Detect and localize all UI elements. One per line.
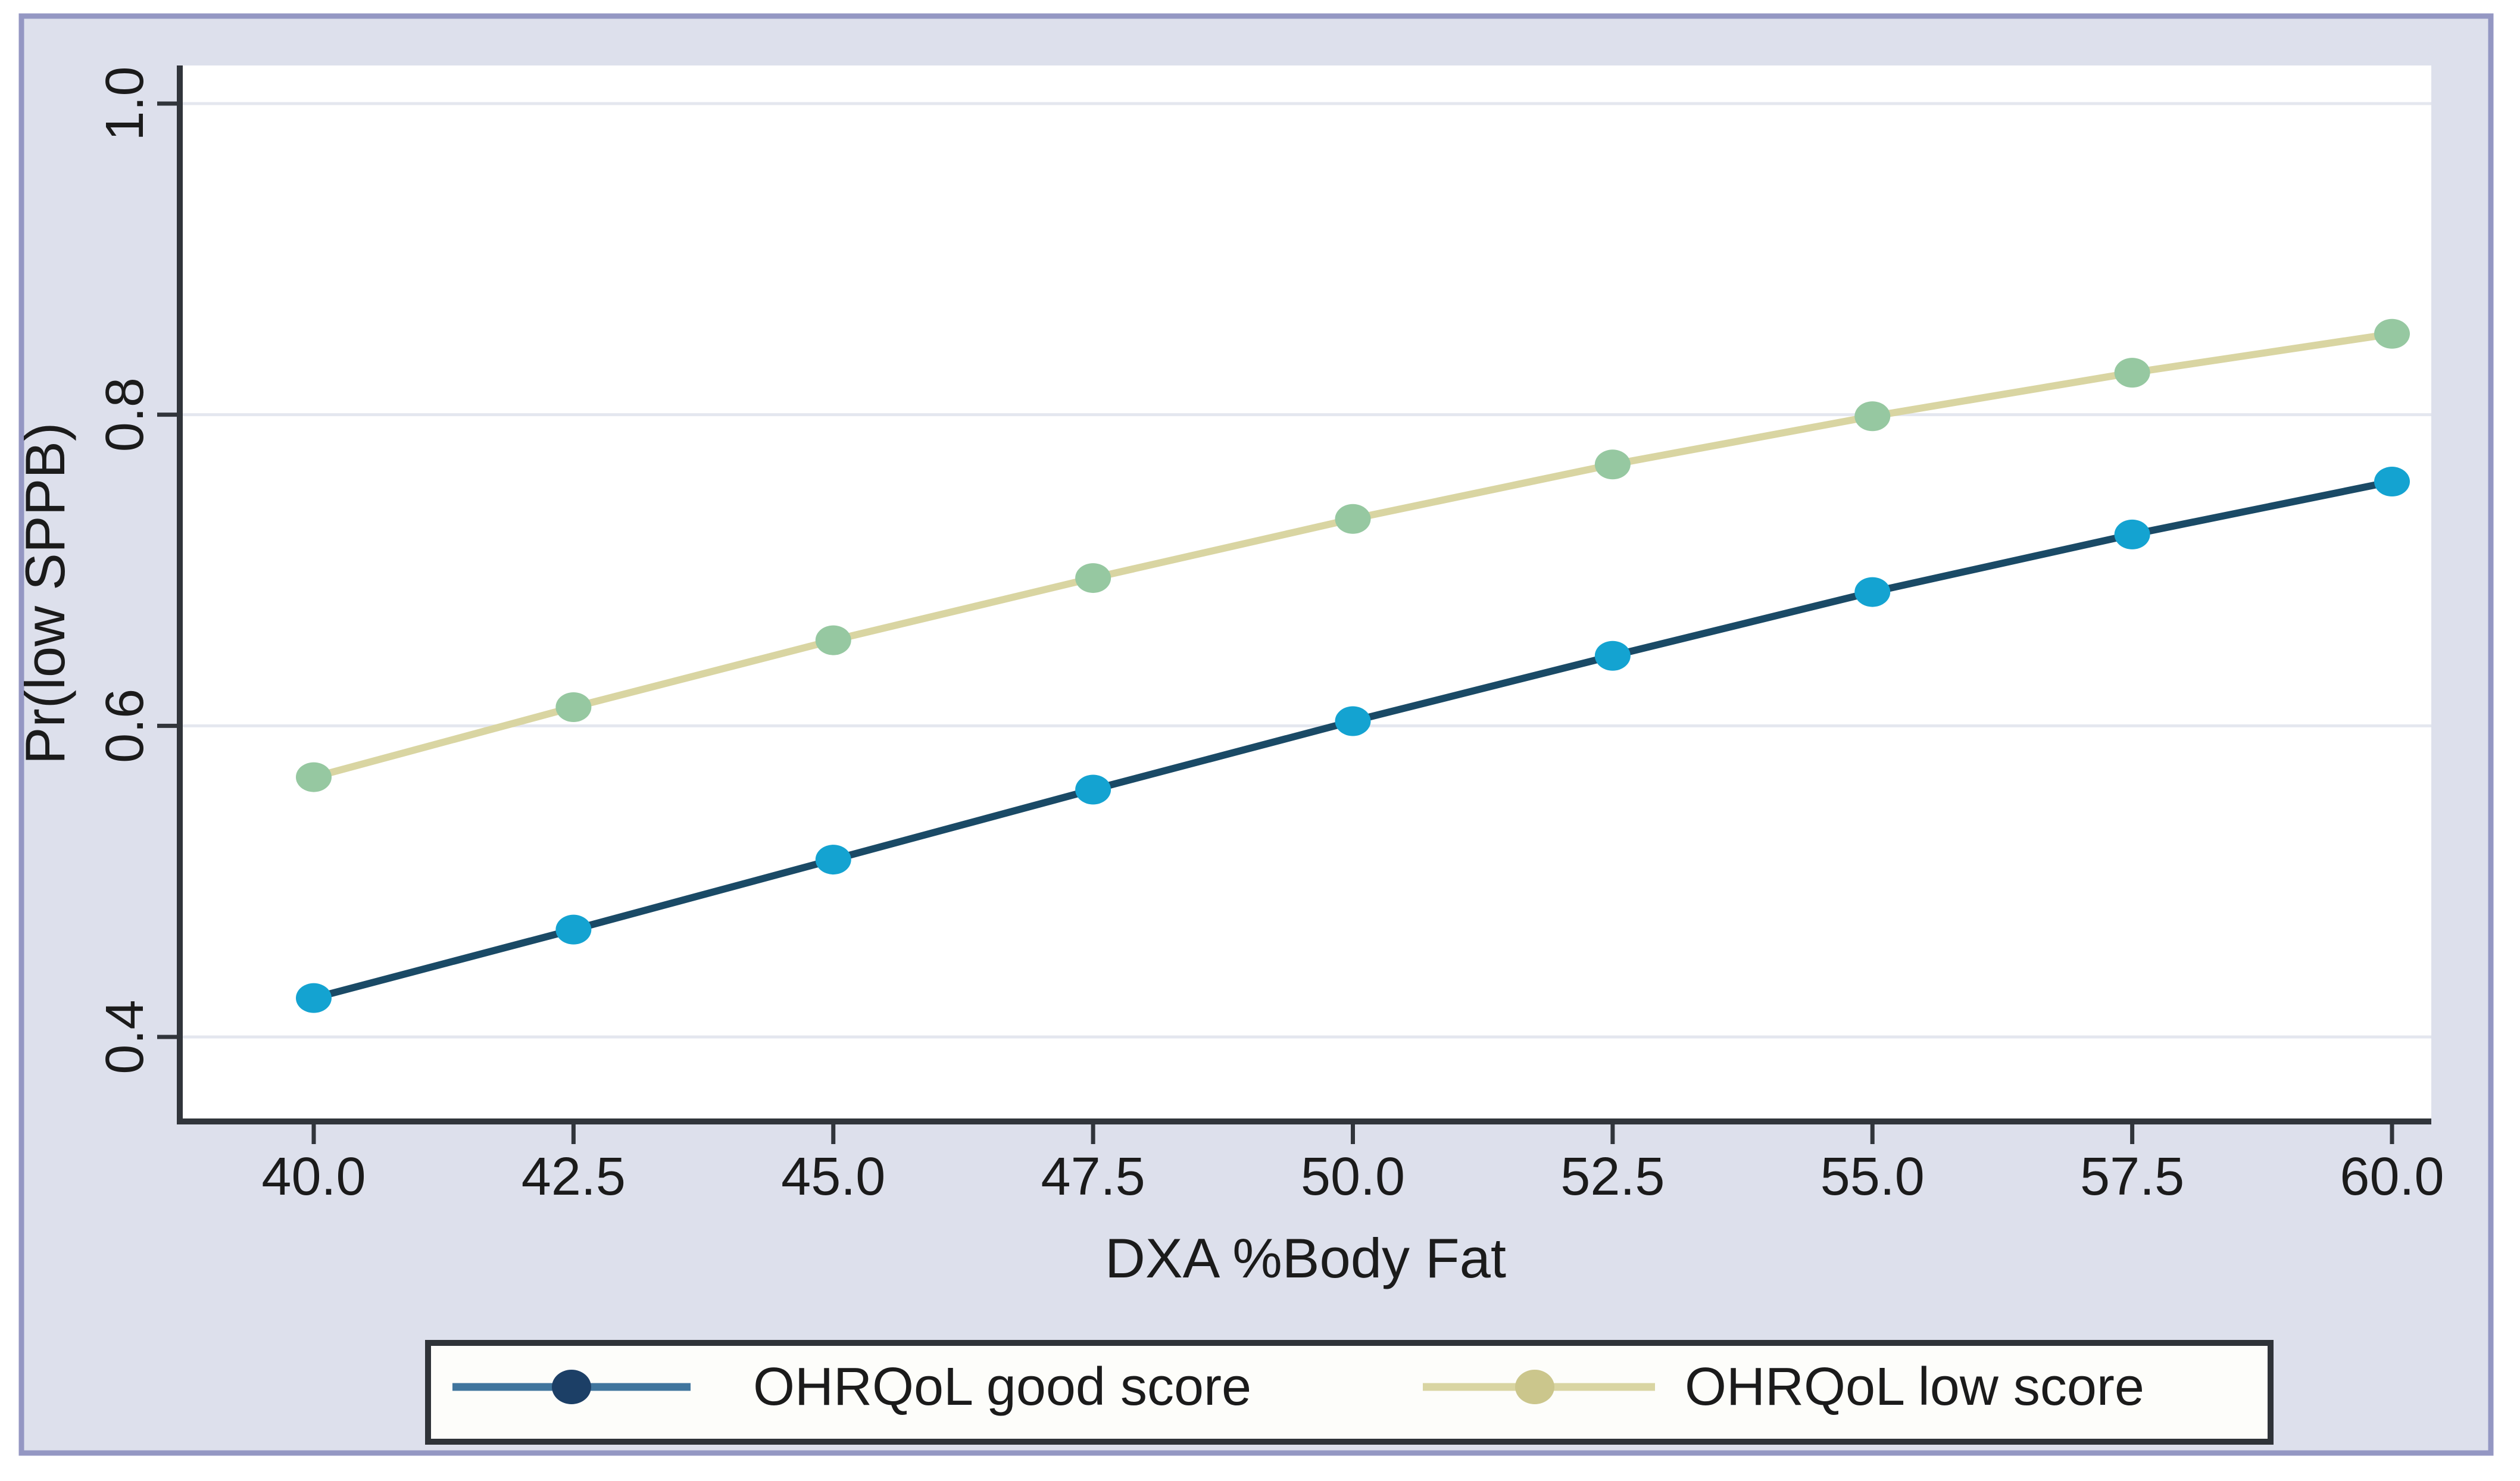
- y-axis-title: Pr(low SPPB): [14, 423, 76, 765]
- series-group: [296, 318, 2410, 1013]
- ticks: [157, 101, 2394, 1144]
- x-tick-label: 42.5: [522, 1147, 626, 1207]
- series-marker-low-score: [2114, 358, 2150, 388]
- x-tick-label: 45.0: [781, 1147, 885, 1207]
- legend-swatches: [452, 1370, 1655, 1404]
- legend-label-low-score: OHRQoL low score: [1685, 1357, 2144, 1417]
- series-marker-low-score: [815, 625, 851, 655]
- y-tick-label: 0.4: [95, 999, 155, 1074]
- x-axis-title: DXA %Body Fat: [1105, 1227, 1506, 1289]
- y-tick-label: 0.8: [95, 377, 155, 452]
- series-marker-low-score: [296, 762, 332, 792]
- x-tick-label: 47.5: [1041, 1147, 1145, 1207]
- y-tick-label: 1.0: [95, 66, 155, 140]
- series-marker-good-score: [2114, 519, 2150, 549]
- series-marker-good-score: [1335, 706, 1371, 736]
- x-tick-label: 40.0: [261, 1147, 366, 1207]
- series-marker-low-score: [2374, 318, 2410, 349]
- y-tick-label: 0.6: [95, 689, 155, 763]
- series-marker-good-score: [296, 983, 332, 1013]
- series-marker-good-score: [1594, 640, 1631, 671]
- x-tick-label: 57.5: [2080, 1147, 2184, 1207]
- series-marker-good-score: [1075, 774, 1111, 805]
- series-marker-good-score: [2374, 467, 2410, 497]
- plot-area: [180, 65, 2431, 1121]
- tick-labels: 0.4 0.6 0.8 1.0 40.0 42.5 45.0 47.5 50.0 52.5 55.0…: [95, 66, 2444, 1207]
- legend-label-good-score: OHRQoL good score: [753, 1357, 1251, 1417]
- legend: OHRQoL good score OHRQoL low score: [425, 1340, 2274, 1445]
- series-marker-good-score: [1854, 577, 1891, 607]
- axes: [177, 65, 2431, 1124]
- x-tick-label: 52.5: [1560, 1147, 1665, 1207]
- series-marker-low-score: [1075, 563, 1111, 593]
- series-marker-low-score: [555, 692, 592, 722]
- series-marker-good-score: [815, 845, 851, 875]
- x-tick-label: 55.0: [1820, 1147, 1925, 1207]
- series-marker-low-score: [1854, 401, 1891, 432]
- series-marker-low-score: [1335, 504, 1371, 534]
- series-marker-low-score: [1594, 449, 1631, 480]
- x-tick-label: 60.0: [2340, 1147, 2444, 1207]
- x-tick-label: 50.0: [1301, 1147, 1405, 1207]
- legend-swatch-marker-good-score: [552, 1370, 591, 1404]
- legend-swatch-marker-low-score: [1515, 1370, 1554, 1404]
- series-marker-good-score: [555, 914, 592, 945]
- legend-box: [425, 1340, 2274, 1445]
- gridlines: [180, 102, 2431, 1039]
